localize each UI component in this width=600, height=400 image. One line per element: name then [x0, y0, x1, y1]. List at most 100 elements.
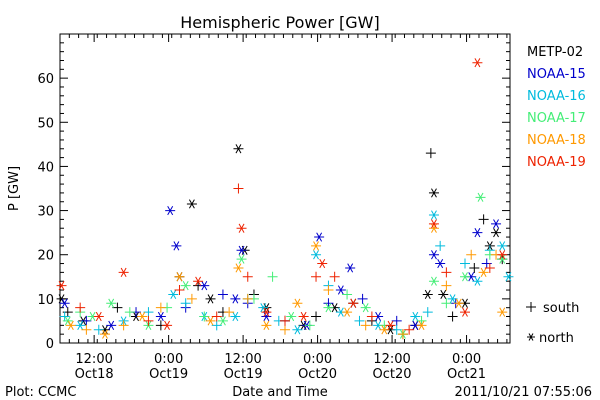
plus-marker — [435, 240, 446, 251]
star-marker — [236, 254, 247, 264]
star-marker — [416, 320, 427, 330]
star-marker — [155, 311, 166, 322]
star-marker — [100, 329, 110, 339]
plus-marker — [59, 311, 70, 322]
star-marker — [422, 289, 433, 300]
star-marker — [165, 205, 176, 216]
legend-entry: NOAA-17 — [527, 111, 586, 126]
legend-entry: NOAA-18 — [527, 133, 586, 148]
plus-marker — [174, 285, 185, 296]
plus-marker — [304, 320, 315, 331]
star-marker — [230, 311, 241, 322]
y-tick-label: 0 — [46, 337, 54, 352]
star-marker — [205, 294, 216, 304]
x-tick-label: 0:00 — [303, 352, 332, 367]
star-marker — [292, 298, 303, 308]
star-marker — [317, 258, 328, 269]
star-marker — [93, 311, 104, 322]
star-marker — [497, 254, 508, 264]
legend-entry: METP-02 — [527, 45, 583, 60]
star-marker — [360, 303, 371, 313]
plus-marker — [441, 298, 452, 309]
star-marker — [472, 276, 483, 286]
y-tick-label: 20 — [37, 249, 54, 264]
x-tick-label: 0:00 — [154, 352, 183, 367]
plus-marker — [118, 320, 129, 331]
x-tick-label: Oct20 — [373, 367, 412, 382]
star-marker — [65, 320, 76, 330]
series-noaa-17 — [62, 192, 508, 339]
star-marker — [323, 303, 334, 313]
legend-entry: NOAA-19 — [527, 155, 586, 170]
star-marker — [472, 58, 483, 68]
star-marker — [428, 210, 439, 220]
plus-marker — [466, 249, 477, 260]
star-marker — [236, 223, 247, 233]
plus-marker — [484, 262, 495, 273]
legend-entry: NOAA-15 — [527, 67, 586, 82]
star-marker — [162, 320, 173, 330]
plus-marker — [280, 315, 290, 326]
plus-marker — [416, 315, 427, 326]
star-marker — [410, 311, 421, 322]
series-noaa-18 — [65, 223, 508, 340]
plus-marker — [217, 289, 228, 300]
star-marker — [314, 232, 325, 242]
star-marker — [385, 320, 396, 330]
x-tick-label: Oct19 — [149, 367, 188, 382]
plus-marker — [311, 311, 322, 322]
x-tick-label: Oct19 — [224, 367, 263, 382]
plus-marker — [404, 324, 415, 335]
plus-marker — [441, 267, 452, 278]
x-tick-label: 12:00 — [373, 352, 410, 367]
star-marker — [460, 272, 470, 282]
plus-marker — [186, 293, 197, 304]
star-marker — [186, 199, 197, 209]
star-marker — [428, 250, 439, 260]
star-marker — [503, 272, 514, 282]
plus-marker — [242, 271, 253, 282]
star-marker — [292, 325, 303, 335]
x-tick-label: Oct20 — [298, 367, 337, 382]
plus-marker — [441, 280, 452, 291]
y-axis-label: P [GW] — [7, 166, 22, 211]
plus-marker — [81, 324, 92, 335]
star-marker — [335, 285, 346, 295]
plus-marker — [75, 302, 86, 313]
series-metp-02 — [56, 144, 508, 340]
star-marker — [180, 281, 191, 291]
plus-marker — [342, 289, 353, 300]
star-marker — [106, 298, 117, 308]
plus-marker — [329, 271, 340, 282]
plus-marker — [280, 324, 290, 335]
plus-marker — [460, 258, 470, 269]
plus-marker — [425, 148, 436, 159]
star-marker — [497, 307, 508, 317]
plus-marker — [211, 311, 222, 322]
star-marker — [261, 311, 272, 322]
star-marker — [174, 272, 185, 282]
star-marker — [435, 258, 446, 269]
star-marker — [311, 241, 322, 251]
star-marker — [137, 311, 148, 322]
plus-marker — [233, 183, 244, 194]
plus-marker — [391, 315, 402, 326]
star-marker — [199, 281, 210, 291]
legend-north-label: north — [539, 331, 574, 346]
legend-entry: NOAA-16 — [527, 89, 586, 104]
x-tick-label: 0:00 — [452, 352, 481, 367]
star-marker — [59, 298, 70, 308]
plot-credit: Plot: CCMC — [5, 385, 76, 400]
x-tick-label: 12:00 — [75, 352, 112, 367]
plus-marker — [143, 315, 154, 326]
x-tick-label: Oct18 — [75, 367, 114, 382]
star-marker — [447, 294, 458, 304]
legend: METP-02 NOAA-15 NOAA-16 NOAA-17 NOAA-18 NOAA-… — [526, 45, 586, 346]
star-marker — [453, 298, 464, 308]
plus-marker — [311, 271, 322, 282]
star-marker — [261, 320, 272, 330]
star-marker — [478, 267, 489, 277]
data-points — [56, 58, 514, 340]
plus-marker — [354, 315, 365, 326]
